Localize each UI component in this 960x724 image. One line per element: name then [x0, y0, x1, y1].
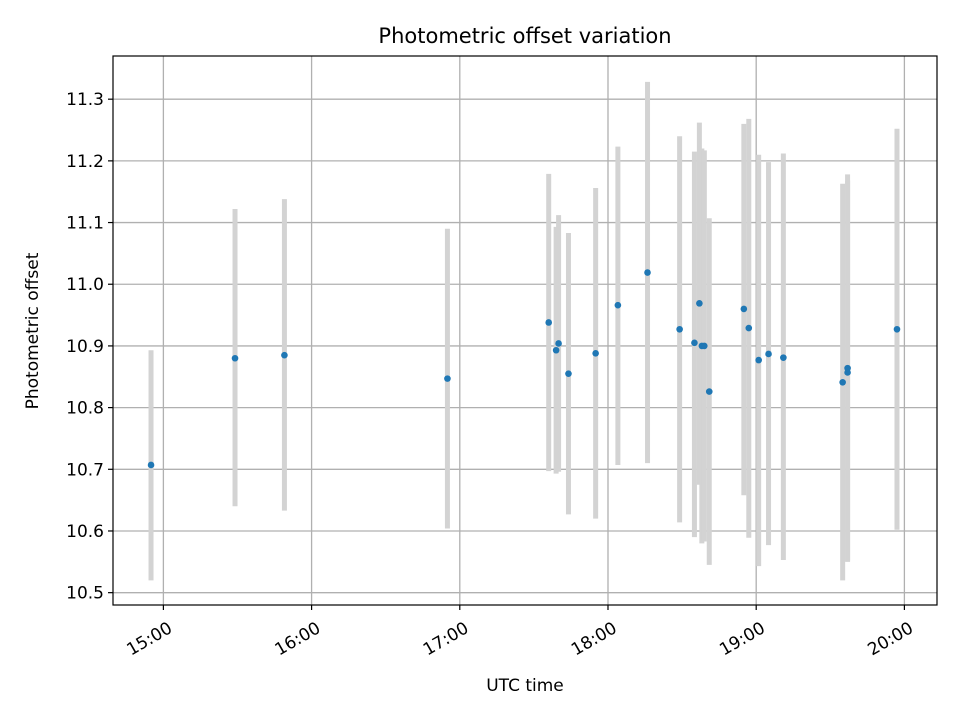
data-point — [701, 342, 708, 350]
y-tick-label: 10.9 — [66, 337, 104, 357]
data-point — [839, 379, 846, 386]
y-tick-label: 10.6 — [66, 522, 104, 542]
errorbars — [148, 81, 900, 581]
x-tick-label: 16:00 — [272, 618, 324, 660]
data-point — [745, 324, 753, 332]
chart-title: Photometric offset variation — [378, 24, 671, 48]
plot-frame — [112, 55, 938, 606]
y-tick-label: 10.5 — [66, 584, 104, 604]
y-tick-label: 11.3 — [66, 90, 104, 110]
data-point — [545, 319, 553, 326]
y-tick-label: 11.0 — [66, 275, 104, 295]
data-point — [644, 269, 651, 276]
data-point — [231, 354, 239, 362]
x-axis-label: UTC time — [486, 676, 564, 696]
data-point — [893, 325, 901, 333]
x-tick-label: 19:00 — [716, 618, 768, 660]
data-point — [614, 301, 622, 309]
data-point — [780, 354, 787, 361]
data-point — [592, 350, 599, 357]
data-point — [147, 461, 155, 469]
x-tick-label: 18:00 — [568, 618, 620, 660]
data-point — [844, 364, 851, 372]
data-point — [444, 375, 451, 382]
data-point — [755, 356, 762, 364]
y-tick-label: 10.7 — [66, 460, 104, 480]
data-point — [740, 305, 748, 313]
data-points — [147, 269, 901, 469]
axis-ticks: 10.5 10.6 10.7 10.8 10.9 11.0 11.1 11.2 11.3 15:0… — [66, 90, 917, 660]
data-point — [705, 388, 713, 395]
y-tick-label: 11.2 — [66, 152, 104, 172]
data-point — [691, 339, 698, 347]
data-point — [565, 370, 572, 377]
x-tick-label: 15:00 — [123, 618, 175, 660]
data-point — [765, 350, 772, 358]
data-point — [281, 351, 288, 359]
y-axis-label: Photometric offset — [23, 252, 43, 409]
data-point — [555, 340, 562, 347]
data-point — [552, 346, 560, 354]
data-point — [696, 300, 703, 307]
data-point — [676, 325, 683, 333]
x-tick-label: 20:00 — [864, 618, 916, 660]
y-tick-label: 10.8 — [66, 399, 104, 419]
y-tick-label: 11.1 — [66, 214, 104, 234]
x-tick-label: 17:00 — [420, 618, 472, 660]
